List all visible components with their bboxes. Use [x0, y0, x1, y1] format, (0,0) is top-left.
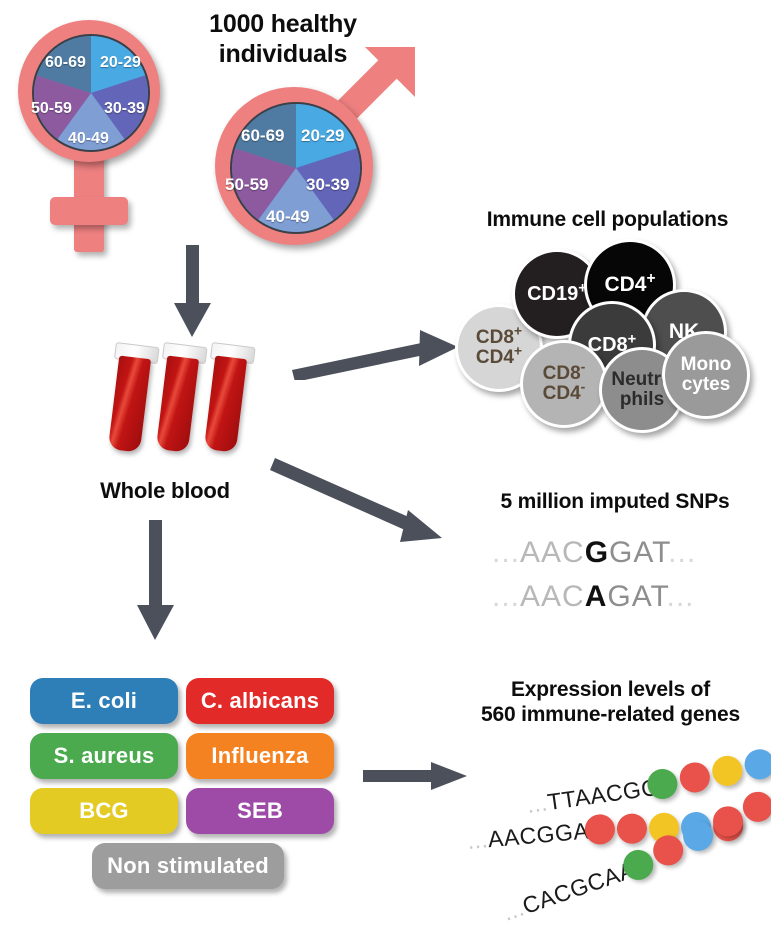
snp-row-1-post: GAT	[609, 536, 669, 569]
arrow-stimuli-to-expression	[363, 762, 467, 790]
expression-title: Expression levels of 560 immune-related …	[458, 678, 763, 728]
female-cross	[50, 197, 128, 225]
snp-row-1-pre: AAC	[520, 536, 585, 569]
stimulus-c-albicans[interactable]: C. albicans	[186, 678, 334, 724]
expression-title-line2: 560 immune-related genes	[481, 702, 740, 726]
stimulus-bcg[interactable]: BCG	[30, 788, 178, 834]
snp-row-2-suffix: ...	[666, 580, 695, 613]
strand-2-bead-2	[615, 812, 649, 845]
strand-2-lead: ...	[466, 826, 490, 854]
strand-3-bases: CACGCAA	[519, 856, 639, 919]
expression-title-line1: Expression levels of	[510, 678, 711, 701]
female-symbol: 20-29 30-39 40-49 50-59 60-69	[8, 12, 188, 257]
cohort-title: 1000 healthy individuals	[178, 10, 388, 69]
cell-cd8pos-cd4pos-label: CD8+ CD4+	[475, 322, 523, 368]
strand-1-bead-4	[742, 747, 771, 782]
snp-sequences: ...AACGGAT... ...AACAGAT...	[492, 536, 742, 620]
expression-strands: ... TTAACGG ...AACGGAT ...CACGCAA	[450, 740, 771, 926]
arrow-blood-to-snps	[270, 458, 442, 542]
blood-tubes	[107, 338, 278, 453]
cell-monocytes-label: Mono cytes	[680, 354, 732, 395]
stimulus-influenza[interactable]: Influenza	[186, 733, 334, 779]
snp-row-1-prefix: ...	[492, 536, 521, 569]
snp-row-2-prefix: ...	[492, 580, 521, 613]
stimulus-s-aureus[interactable]: S. aureus	[30, 733, 178, 779]
cell-cd4pos-label: CD4+	[604, 269, 656, 296]
female-pie-label-20-29: 20-29	[100, 54, 141, 71]
arrow-cohort-to-blood	[174, 245, 211, 337]
arrow-blood-to-immune	[292, 330, 458, 380]
female-pie-label-40-49: 40-49	[68, 130, 109, 147]
expression-strand-3-seq: ...CACGCAA	[499, 856, 638, 926]
male-pie-label-50-59: 50-59	[225, 175, 269, 194]
male-symbol: 20-29 30-39 40-49 50-59 60-69	[210, 42, 420, 257]
expression-strand-2-seq: ...AACGGAT	[466, 816, 603, 855]
immune-cell-cluster: CD8+ CD4+ CD19+ CD4+ NK CD8+	[455, 235, 760, 433]
stimulus-non-stimulated[interactable]: Non stimulated	[92, 843, 284, 889]
immune-title: Immune cell populations	[486, 208, 729, 231]
cell-cd8neg-cd4neg: CD8- CD4-	[520, 340, 608, 428]
male-age-pie	[230, 102, 362, 234]
stimuli-panel: E. coli C. albicans S. aureus Influenza …	[30, 678, 345, 893]
cell-cd8pos-label: CD8+	[587, 330, 637, 356]
snp-row-2-variant: A	[584, 580, 608, 613]
male-pie-label-40-49: 40-49	[266, 207, 310, 226]
male-pie-label-20-29: 20-29	[301, 126, 345, 145]
cohort-title-line2: individuals	[218, 39, 348, 68]
cell-cd19pos-label: CD19+	[527, 279, 587, 305]
snp-row-2-pre: AAC	[520, 580, 585, 613]
snp-row-1-suffix: ...	[668, 536, 697, 569]
snp-row-1-variant: G	[584, 536, 610, 569]
cell-monocytes: Mono cytes	[662, 331, 750, 419]
stimulus-seb[interactable]: SEB	[186, 788, 334, 834]
strand-1-bead-2	[677, 760, 712, 795]
cohort-title-line1: 1000 healthy	[209, 10, 357, 38]
male-pie-label-30-39: 30-39	[306, 175, 350, 194]
whole-blood-label: Whole blood	[100, 478, 230, 503]
snp-row-1: ...AACGGAT...	[492, 536, 696, 570]
female-pie-label-30-39: 30-39	[104, 100, 145, 117]
snps-title: 5 million imputed SNPs	[500, 490, 730, 513]
cell-neutrophils-label: Neutro phils	[611, 369, 673, 410]
stimulus-e-coli[interactable]: E. coli	[30, 678, 178, 724]
female-pie-label-50-59: 50-59	[31, 100, 72, 117]
strand-1-bases: TTAACGG	[545, 773, 662, 816]
snp-row-2-post: GAT	[607, 580, 667, 613]
strand-1-bead-3	[710, 753, 745, 788]
arrow-blood-to-stimuli	[137, 520, 174, 640]
female-age-pie	[32, 34, 150, 152]
cell-cd8neg-cd4neg-label: CD8- CD4-	[542, 358, 586, 404]
snp-row-2: ...AACAGAT...	[492, 580, 695, 614]
female-pie-label-60-69: 60-69	[45, 54, 86, 71]
male-pie-label-60-69: 60-69	[241, 126, 285, 145]
